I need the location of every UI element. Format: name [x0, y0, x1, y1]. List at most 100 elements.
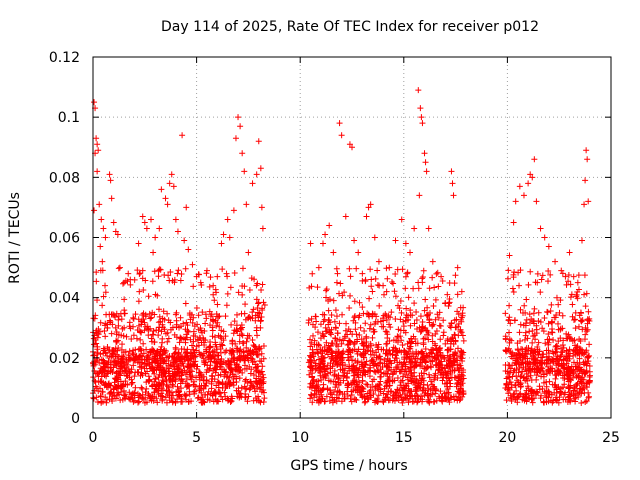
data-point	[583, 290, 590, 297]
data-point	[515, 269, 522, 276]
data-point	[94, 346, 101, 353]
data-point	[259, 363, 266, 370]
data-point	[407, 393, 414, 400]
data-point	[581, 336, 588, 343]
data-point	[577, 378, 584, 385]
data-point	[327, 369, 334, 376]
data-point	[362, 278, 369, 285]
data-point	[213, 322, 220, 329]
data-point	[585, 358, 592, 365]
data-point	[255, 138, 262, 145]
data-point	[364, 381, 371, 388]
data-point	[182, 265, 189, 272]
data-point	[188, 376, 195, 383]
data-point	[200, 339, 207, 346]
data-point	[586, 315, 593, 322]
data-point	[248, 275, 255, 282]
data-point	[545, 331, 552, 338]
data-point	[177, 398, 184, 405]
x-axis-title: GPS time / hours	[290, 458, 407, 474]
data-point	[157, 318, 164, 325]
data-point	[329, 363, 336, 370]
data-point	[172, 311, 179, 318]
data-point	[232, 340, 239, 347]
data-point	[350, 377, 357, 384]
data-point	[239, 265, 246, 272]
data-point	[419, 319, 426, 326]
data-point	[124, 373, 131, 380]
data-point	[426, 371, 433, 378]
data-point	[557, 297, 564, 304]
data-point	[193, 374, 200, 381]
data-point	[261, 395, 268, 402]
data-point	[239, 150, 246, 157]
data-point	[412, 386, 419, 393]
data-point	[196, 382, 203, 389]
data-point	[539, 272, 546, 279]
data-point	[209, 333, 216, 340]
data-point	[527, 171, 534, 178]
data-point	[326, 317, 333, 324]
data-point	[364, 347, 371, 354]
data-point	[220, 328, 227, 335]
data-point	[401, 385, 408, 392]
data-point	[93, 330, 100, 337]
data-point	[454, 264, 461, 271]
data-point	[134, 267, 141, 274]
data-point	[580, 368, 587, 375]
data-point	[554, 320, 561, 327]
data-point	[411, 300, 418, 307]
data-point	[255, 314, 262, 321]
data-point	[564, 354, 571, 361]
data-point	[347, 395, 354, 402]
data-point	[522, 353, 529, 360]
data-point	[250, 350, 257, 357]
data-point	[417, 328, 424, 335]
data-point	[339, 311, 346, 318]
data-point	[444, 379, 451, 386]
data-point	[436, 322, 443, 329]
data-point	[363, 333, 370, 340]
data-point	[414, 340, 421, 347]
data-point	[520, 192, 527, 199]
data-point	[175, 350, 182, 357]
data-point	[129, 395, 136, 402]
data-point	[378, 323, 385, 330]
data-point	[380, 282, 387, 289]
data-point	[451, 367, 458, 374]
data-point	[328, 331, 335, 338]
data-point	[115, 265, 122, 272]
data-point	[585, 308, 592, 315]
data-point	[182, 300, 189, 307]
data-point	[164, 201, 171, 208]
data-point	[137, 328, 144, 335]
data-point	[234, 349, 241, 356]
data-point	[427, 358, 434, 365]
data-point	[135, 346, 142, 353]
data-point	[570, 316, 577, 323]
data-point	[362, 320, 369, 327]
data-point	[97, 351, 104, 358]
data-point	[401, 356, 408, 363]
data-point	[517, 354, 524, 361]
data-point	[433, 346, 440, 353]
data-point	[313, 391, 320, 398]
data-point	[548, 301, 555, 308]
data-point	[155, 306, 162, 313]
data-point	[418, 114, 425, 121]
data-point	[585, 394, 592, 401]
data-point	[228, 398, 235, 405]
data-point	[570, 359, 577, 366]
data-point	[166, 180, 173, 187]
data-point	[513, 373, 520, 380]
data-point	[222, 333, 229, 340]
data-point	[184, 327, 191, 334]
data-point	[91, 207, 98, 214]
data-point	[371, 328, 378, 335]
data-point	[516, 364, 523, 371]
data-point	[128, 336, 135, 343]
data-point	[390, 280, 397, 287]
data-point	[94, 168, 101, 175]
data-point	[516, 282, 523, 289]
data-point	[104, 324, 111, 331]
